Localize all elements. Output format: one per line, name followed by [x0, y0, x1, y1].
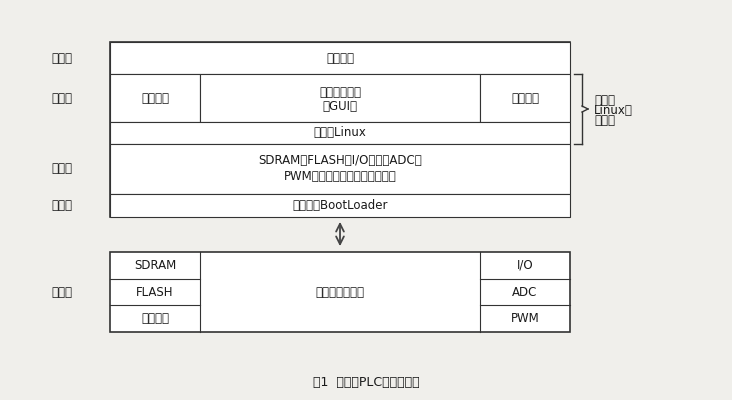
Bar: [110, 42, 570, 74]
Text: SDRAM: SDRAM: [134, 259, 176, 272]
Text: 嵌入式Linux: 嵌入式Linux: [313, 126, 367, 140]
Text: 嵌入式: 嵌入式: [594, 94, 615, 108]
Text: FLASH: FLASH: [136, 286, 173, 298]
Text: 文件系统: 文件系统: [141, 92, 169, 104]
Text: 应用层: 应用层: [51, 52, 72, 64]
Bar: [110, 42, 570, 217]
Text: 驱动层: 驱动层: [51, 162, 72, 176]
Text: 任务管理: 任务管理: [511, 92, 539, 104]
Text: Linux操: Linux操: [594, 104, 633, 118]
Bar: [110, 252, 570, 332]
Bar: [200, 74, 480, 122]
Text: 引导层: 引导层: [51, 199, 72, 212]
Text: 作系统: 作系统: [594, 114, 615, 128]
Text: I/O: I/O: [517, 259, 534, 272]
Text: 引导程序BootLoader: 引导程序BootLoader: [292, 199, 388, 212]
Bar: [110, 194, 570, 217]
Text: PWM、通用接口等片内外设驱动: PWM、通用接口等片内外设驱动: [283, 170, 396, 184]
Bar: [110, 144, 570, 194]
Text: （GUI）: （GUI）: [323, 100, 357, 112]
Text: SDRAM、FLASH、I/O模块、ADC、: SDRAM、FLASH、I/O模块、ADC、: [258, 154, 422, 168]
Text: 图1  嵌入式PLC系统结构图: 图1 嵌入式PLC系统结构图: [313, 376, 419, 388]
Bar: [480, 74, 570, 122]
Text: PWM: PWM: [511, 312, 539, 325]
Text: 软件层: 软件层: [51, 92, 72, 104]
Text: 硬件层: 硬件层: [51, 286, 72, 298]
Bar: [110, 74, 200, 122]
Text: 应用程序: 应用程序: [326, 52, 354, 64]
Text: 图形用户接口: 图形用户接口: [319, 86, 361, 98]
Text: ADC: ADC: [512, 286, 538, 298]
Text: 嵌入式微处理器: 嵌入式微处理器: [315, 286, 365, 298]
Text: 通用接口: 通用接口: [141, 312, 169, 325]
Bar: [110, 122, 570, 144]
